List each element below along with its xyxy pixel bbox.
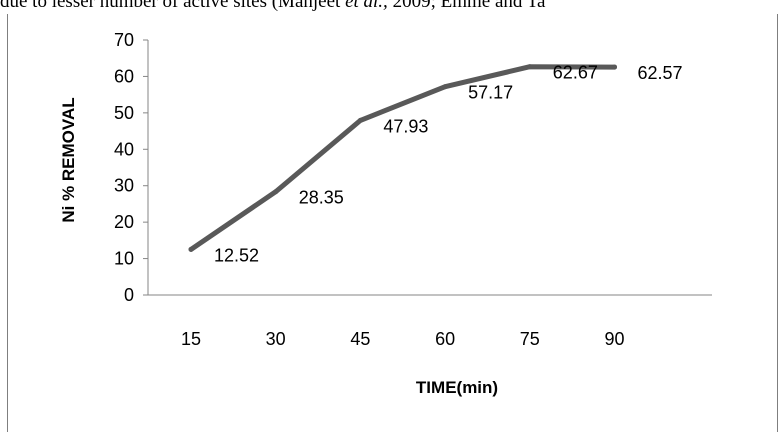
data-point: [357, 117, 363, 123]
x-tick-label: 15: [181, 329, 201, 349]
x-tick-label: 75: [520, 329, 540, 349]
y-tick-label: 60: [114, 66, 134, 86]
data-labels: 12.52 28.35 47.93 57.17 62.67 62.57: [214, 63, 683, 266]
series-line: [188, 64, 617, 252]
clipped-paragraph-text: due to lesser number of active sites (Ma…: [0, 0, 779, 15]
data-label: 47.93: [383, 116, 428, 136]
y-axis: 0 10 20 30 40 50 60 70: [114, 30, 149, 305]
y-tick-label: 50: [114, 103, 134, 123]
paragraph-text-end: 2009; Emme and Ta: [387, 0, 546, 12]
data-label: 12.52: [214, 245, 259, 265]
data-label: 28.35: [299, 188, 344, 208]
data-label: 62.57: [638, 63, 683, 83]
x-tick-label: 30: [266, 329, 286, 349]
y-tick-label: 20: [114, 212, 134, 232]
paragraph-text-start: due to lesser number of active sites (Ma…: [0, 0, 346, 12]
y-tick-label: 10: [114, 249, 134, 269]
x-tick-label: 45: [350, 329, 370, 349]
y-tick-label: 0: [124, 285, 134, 305]
data-point: [527, 64, 533, 70]
x-axis: 15 30 45 60 75 90: [148, 294, 712, 349]
y-tick-label: 30: [114, 176, 134, 196]
chart-frame: [7, 14, 778, 432]
data-label: 62.67: [553, 63, 598, 83]
y-tick-label: 70: [114, 30, 134, 50]
x-tick-label: 90: [604, 329, 624, 349]
y-tick-label: 40: [114, 139, 134, 159]
data-point: [612, 64, 617, 70]
x-axis-title: TIME(min): [416, 378, 498, 397]
data-point: [188, 246, 194, 252]
paragraph-text-italic: et al.,: [345, 0, 388, 12]
data-point: [442, 84, 448, 90]
y-axis-title: Ni % REMOVAL: [59, 97, 78, 222]
x-tick-label: 60: [435, 329, 455, 349]
series-line-group: [188, 64, 617, 252]
data-point: [273, 189, 279, 195]
data-label: 57.17: [468, 83, 513, 103]
